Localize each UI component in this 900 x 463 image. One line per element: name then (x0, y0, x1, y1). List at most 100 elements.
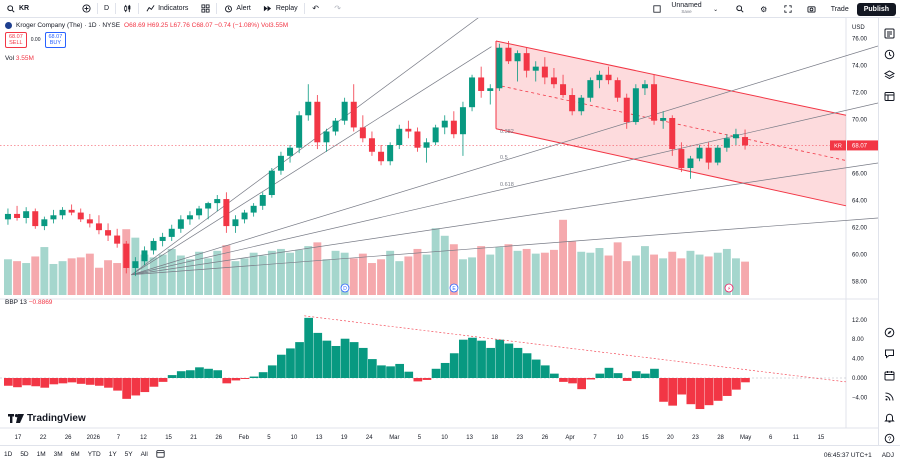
price-tick-label: 64.00 (852, 198, 868, 204)
redo-button[interactable]: ↷ (327, 0, 349, 18)
volume-bar (149, 257, 158, 295)
volume-bar (440, 235, 449, 295)
volume-bar (404, 256, 413, 295)
object-tree-button[interactable] (883, 69, 897, 81)
undo-button[interactable]: ↶ (305, 0, 327, 18)
range-all[interactable]: All (140, 451, 148, 458)
toolbar-divider (303, 3, 305, 14)
alerts-panel-button[interactable] (883, 48, 897, 60)
templates-grid-icon (200, 4, 210, 14)
bbp-bar (386, 366, 395, 378)
fullscreen-button[interactable] (777, 0, 799, 18)
replay-button[interactable]: Replay (257, 0, 304, 18)
quick-search-button[interactable] (729, 0, 751, 18)
bbp-legend[interactable]: BBP 13 −0.8869 (5, 299, 52, 306)
candle-body (186, 215, 193, 220)
interval-button[interactable]: D (98, 0, 115, 18)
range-5y[interactable]: 5Y (124, 451, 133, 458)
candles-icon (122, 4, 132, 14)
layers-icon (884, 70, 895, 80)
bbp-bar (440, 362, 450, 378)
volume-bar (358, 253, 367, 295)
svg-text:?: ? (888, 437, 892, 443)
volume-legend[interactable]: Vol 3.55M (5, 55, 34, 62)
trade-button[interactable]: Trade (830, 5, 849, 13)
buy-button[interactable]: 68.07 BUY (44, 32, 67, 48)
tradingview-logo[interactable]: TradingView (8, 413, 86, 424)
volume-bar (4, 259, 12, 295)
bbp-bar (240, 378, 250, 379)
layout-title: Unnamed (671, 2, 702, 9)
symbol-legend[interactable]: Kroger Company (The) · 1D · NYSE O68.69 … (5, 22, 288, 29)
news-button[interactable] (883, 390, 897, 402)
compare-button[interactable] (75, 0, 97, 18)
help-button[interactable]: ? (883, 433, 897, 445)
chart-area[interactable]: 0.382 0.5 0.618 D E ⚡ USD 76.00 74.00 72.00 70.00… (0, 0, 879, 445)
bbp-bar (668, 378, 677, 406)
candle-body (651, 84, 658, 121)
data-window-button[interactable] (883, 91, 897, 103)
bbp-bar (158, 378, 168, 382)
publish-button[interactable]: Publish (856, 2, 896, 16)
range-ytd[interactable]: YTD (87, 451, 101, 458)
candle-body (550, 77, 557, 85)
time-tick-label: 17 (15, 435, 22, 441)
bbp-bar (368, 359, 377, 378)
range-3m[interactable]: 3M (53, 451, 63, 458)
bbp-bar (4, 378, 13, 386)
camera-icon (807, 4, 817, 14)
clock-timezone[interactable]: 06:45:37 UTC+1 (823, 451, 872, 459)
range-1d[interactable]: 1D (4, 451, 13, 458)
candle-body (223, 199, 230, 227)
candle-body (469, 77, 476, 108)
indicators-button[interactable]: Indicators (139, 0, 194, 18)
candle-body (359, 127, 366, 139)
volume-bar (313, 242, 322, 295)
event-marker-icon (724, 283, 734, 293)
legend-ohlc: O68.69 H69.25 L67.76 C68.07 −0.74 (−1.08… (124, 22, 289, 29)
symbol-search[interactable]: KR (0, 0, 75, 18)
range-1y[interactable]: 1Y (108, 451, 117, 458)
volume-bar (577, 251, 586, 295)
adjustment-toggle[interactable]: ADJ (881, 451, 894, 459)
layout-menu[interactable]: Unnamed Save ⌄ (646, 0, 726, 18)
range-6m[interactable]: 6M (70, 451, 80, 458)
settings-button[interactable]: ⚙ (753, 0, 775, 18)
bbp-bar (522, 353, 532, 378)
chat-button[interactable] (883, 348, 897, 360)
redo-icon: ↷ (334, 4, 341, 13)
bbp-bar (231, 378, 241, 381)
ideas-button[interactable] (883, 327, 897, 339)
price-tick-label: 66.00 (852, 171, 868, 177)
sell-button[interactable]: 68.07 SELL (5, 32, 27, 48)
alert-button[interactable]: Alert (217, 0, 256, 18)
candle-body (241, 212, 248, 220)
bbp-bar (286, 348, 295, 378)
volume-bar (340, 252, 349, 295)
watchlist-button[interactable] (883, 27, 897, 39)
price-tick-label: 76.00 (852, 36, 868, 42)
goto-date-button[interactable] (152, 449, 169, 460)
time-tick-label: 15 (642, 435, 649, 441)
chart-type-button[interactable] (116, 0, 138, 18)
top-toolbar: KR D Indicators Alert Replay (0, 0, 900, 18)
bbp-bar (140, 378, 150, 393)
snapshot-button[interactable] (801, 0, 823, 18)
candle-body (423, 142, 430, 148)
candle-body (287, 147, 294, 156)
templates-button[interactable] (194, 0, 216, 18)
range-5d[interactable]: 5D (20, 451, 29, 458)
time-tick-label: 7 (117, 435, 121, 441)
candle-body (232, 219, 239, 227)
candles-layer (4, 40, 749, 277)
volume-bar (604, 255, 613, 295)
range-1m[interactable]: 1M (36, 451, 46, 458)
notifications-button[interactable] (883, 412, 897, 424)
volume-bar (695, 254, 704, 295)
undo-icon: ↶ (312, 4, 319, 13)
calendar-button[interactable] (883, 369, 897, 381)
bbp-bar (395, 363, 404, 378)
candle-body (105, 230, 112, 236)
candle-body (132, 261, 139, 268)
